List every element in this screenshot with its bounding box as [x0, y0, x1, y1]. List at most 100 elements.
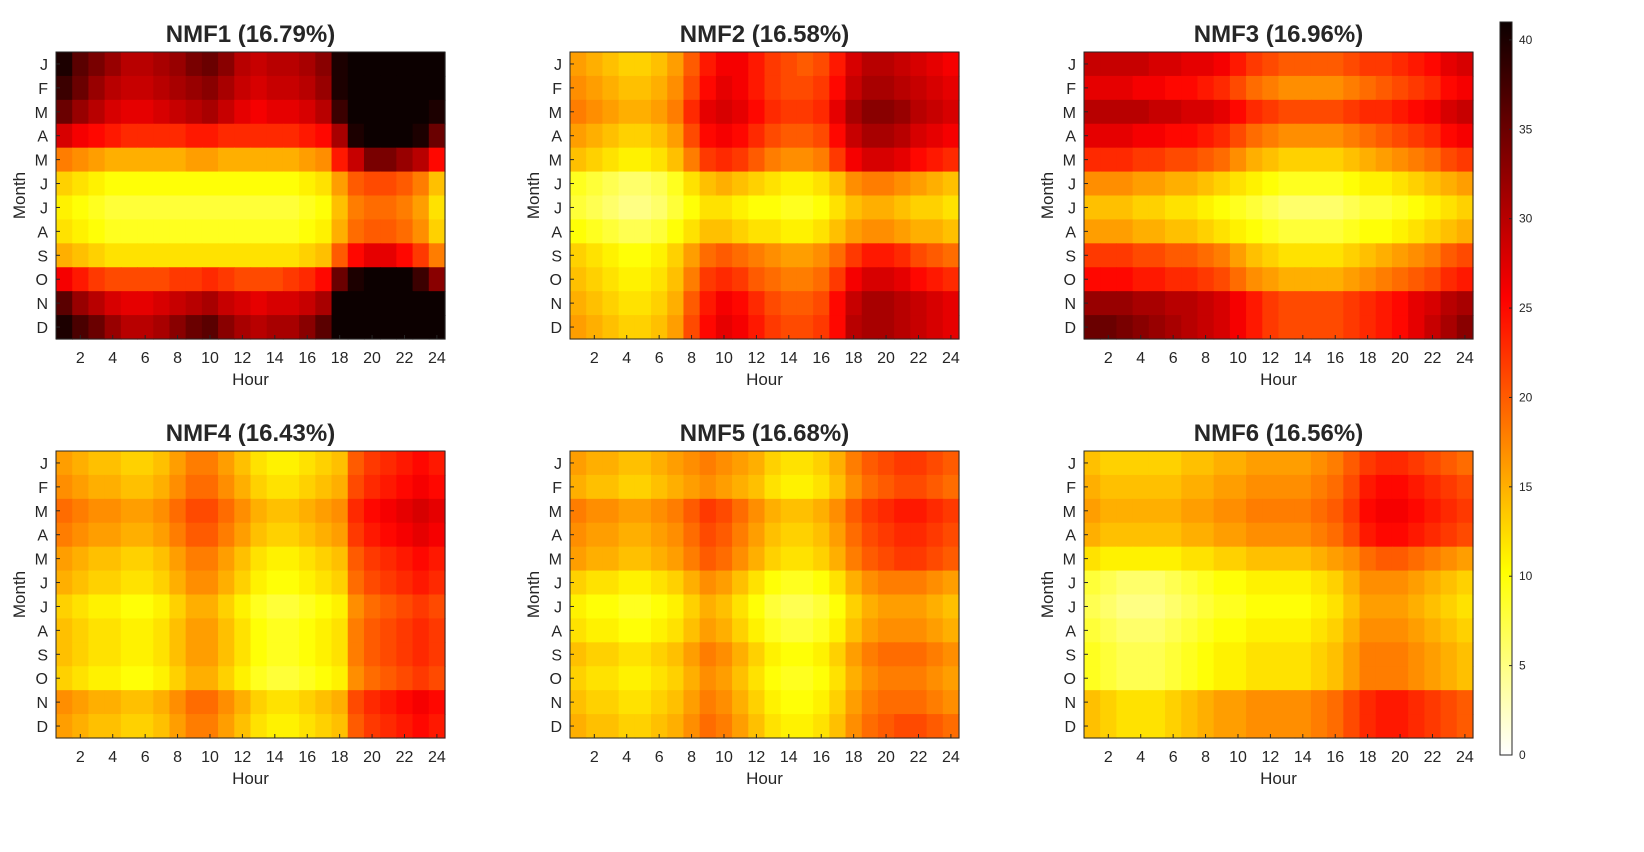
- heatmap-cell: [104, 498, 122, 524]
- heatmap-cell: [570, 99, 587, 125]
- heatmap-cell: [88, 52, 106, 77]
- heatmap-cell: [764, 195, 782, 221]
- heatmap-cell: [813, 267, 830, 292]
- heatmap-cell: [894, 594, 911, 620]
- heatmap-cell: [428, 52, 446, 77]
- heatmap-cell: [331, 75, 349, 101]
- heatmap-cell: [120, 618, 138, 643]
- heatmap-cell: [56, 315, 73, 340]
- heatmap-cell: [1391, 522, 1409, 548]
- heatmap-cell: [748, 618, 766, 643]
- heatmap-cell: [894, 195, 911, 221]
- heatmap-cell: [1456, 690, 1474, 715]
- heatmap-cell: [1375, 52, 1393, 77]
- heatmap-cell: [715, 474, 733, 500]
- heatmap-cell: [1246, 99, 1263, 125]
- y-tick-label: J: [40, 200, 48, 217]
- heatmap-cell: [1213, 219, 1231, 244]
- heatmap-cell: [796, 315, 814, 340]
- heatmap-cell: [894, 99, 911, 125]
- heatmap-cell: [153, 171, 171, 197]
- heatmap-cell: [796, 147, 814, 173]
- heatmap-cell: [764, 451, 782, 476]
- heatmap-cell: [780, 219, 798, 244]
- heatmap-cell: [651, 618, 668, 643]
- heatmap-cell: [602, 498, 620, 524]
- heatmap-cell: [1181, 690, 1199, 715]
- heatmap-cell: [570, 666, 587, 691]
- heatmap-cell: [1084, 546, 1101, 572]
- heatmap-cell: [315, 99, 333, 125]
- heatmap-cell: [72, 642, 90, 667]
- heatmap-cell: [169, 171, 187, 197]
- heatmap-cell: [570, 291, 587, 316]
- heatmap-cell: [1213, 243, 1231, 268]
- heatmap-cell: [1359, 451, 1377, 476]
- heatmap-cell: [299, 219, 316, 244]
- y-tick-label: M: [35, 552, 48, 569]
- heatmap-cell: [796, 618, 814, 643]
- heatmap-cell: [1148, 690, 1166, 715]
- heatmap-cell: [667, 594, 685, 620]
- heatmap-cell: [651, 75, 668, 101]
- heatmap-cell: [104, 642, 122, 667]
- heatmap-cell: [780, 498, 798, 524]
- heatmap-cell: [667, 618, 685, 643]
- heatmap-cell: [1084, 171, 1101, 197]
- heatmap-cell: [667, 714, 685, 739]
- heatmap-cell: [910, 75, 928, 101]
- heatmap-cell: [56, 243, 73, 268]
- heatmap-cell: [634, 315, 652, 340]
- heatmap-cell: [683, 451, 701, 476]
- heatmap-cell: [1148, 666, 1166, 691]
- heatmap-cell: [699, 195, 717, 221]
- heatmap-cell: [153, 690, 171, 715]
- heatmap-cell: [1116, 618, 1134, 643]
- heatmap-cell: [1359, 474, 1377, 500]
- heatmap-cell: [266, 451, 284, 476]
- x-tick-label: 8: [1201, 350, 1210, 367]
- heatmap-cell: [829, 291, 847, 316]
- heatmap-cell: [1343, 52, 1361, 77]
- heatmap-cell: [764, 147, 782, 173]
- heatmap-cell: [813, 522, 830, 548]
- heatmap-cell: [683, 666, 701, 691]
- heatmap-cell: [845, 498, 863, 524]
- heatmap-cell: [218, 147, 235, 173]
- heatmap-cell: [380, 642, 397, 667]
- heatmap-cell: [1343, 291, 1361, 316]
- heatmap-cell: [169, 291, 187, 316]
- heatmap-cell: [586, 618, 604, 643]
- heatmap-cell: [428, 666, 446, 691]
- heatmap-cell: [1440, 618, 1458, 643]
- x-tick-label: 4: [1136, 350, 1145, 367]
- y-tick-label: M: [35, 153, 48, 170]
- heatmap-cell: [250, 291, 268, 316]
- plot-frame: [55, 51, 446, 340]
- heatmap-cell: [56, 498, 73, 524]
- x-tick-label: 12: [747, 749, 765, 766]
- heatmap-cell: [1246, 666, 1263, 691]
- plot-frame: [1083, 450, 1474, 739]
- heatmap-cell: [347, 570, 365, 596]
- colorbar-tick-label: 35: [1519, 122, 1533, 136]
- heatmap-cell: [380, 666, 397, 691]
- heatmap-cell: [634, 123, 652, 149]
- heatmap-cell: [634, 666, 652, 691]
- heatmap-cell: [1100, 315, 1118, 340]
- heatmap-cell: [699, 618, 717, 643]
- heatmap-cell: [1084, 123, 1101, 149]
- heatmap-cell: [56, 546, 73, 572]
- heatmap-cell: [732, 99, 749, 125]
- heatmap-cell: [299, 451, 316, 476]
- heatmap-cell: [1100, 75, 1118, 101]
- heatmap-cell: [185, 451, 203, 476]
- heatmap-cell: [1116, 52, 1134, 77]
- heatmap-cell: [1359, 522, 1377, 548]
- heatmap-cell: [570, 243, 587, 268]
- heatmap-cell: [1408, 291, 1425, 316]
- heatmap-cell: [1197, 690, 1215, 715]
- heatmap-cell: [586, 291, 604, 316]
- y-tick-label: N: [1064, 296, 1076, 313]
- heatmap-cell: [1246, 714, 1263, 739]
